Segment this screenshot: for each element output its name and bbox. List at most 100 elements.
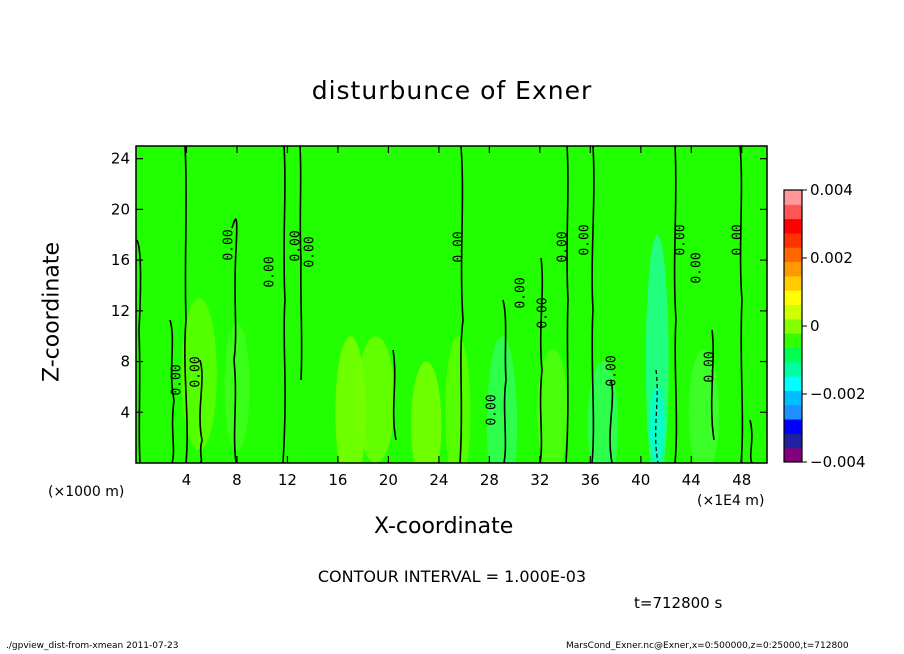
colorbar-segment <box>784 447 802 463</box>
colorbar-segment <box>784 347 802 363</box>
contour-label: 0.00 <box>452 231 467 262</box>
x-tick-label: 48 <box>732 471 751 489</box>
contour-line <box>565 146 569 463</box>
contour-label: 0.00 <box>731 224 746 255</box>
contour-label: 0.00 <box>289 230 304 261</box>
contour-label: 0.00 <box>170 364 185 395</box>
colorbar-label: 0.004 <box>810 181 853 199</box>
contour-line <box>282 146 286 463</box>
colorbar: 0.004 0.002 0 −0.002 −0.004 <box>783 181 866 471</box>
contour-label: 0.00 <box>263 256 278 287</box>
y-tick-label: 8 <box>120 353 130 371</box>
y-tick-label: 24 <box>111 150 130 168</box>
contour-label: 0.00 <box>556 231 571 262</box>
colorbar-segment <box>784 290 802 306</box>
y-axis-label: Z-coordinate <box>39 242 65 382</box>
contour-line <box>299 146 303 381</box>
colorbar-segment <box>784 261 802 277</box>
colorbar-segment <box>784 318 802 334</box>
colorbar-label: 0 <box>810 317 820 335</box>
y-tick-label: 20 <box>111 200 130 218</box>
contour-line <box>502 299 507 463</box>
contour-line <box>673 146 678 463</box>
colorbar-segment <box>784 232 802 248</box>
footer-left: ./gpview_dist-from-xmean 2011-07-23 <box>6 641 179 651</box>
contour-label: 0.00 <box>536 297 551 328</box>
x-tick-label: 20 <box>379 471 398 489</box>
contour-line <box>169 319 175 463</box>
x-tick-label: 12 <box>278 471 297 489</box>
footer-right: MarsCond_Exner.nc@Exner,x=0:500000,z=0:2… <box>566 641 849 651</box>
chart-title: disturbunce of Exner <box>311 76 593 105</box>
y-tick-label: 16 <box>111 251 130 269</box>
field-shade <box>411 361 442 463</box>
field-shading <box>136 146 767 463</box>
contour-label: 0.00 <box>222 229 237 260</box>
time-label: t=712800 s <box>634 594 723 612</box>
colorbar-segment <box>784 419 802 434</box>
x-axis-label: X-coordinate <box>374 514 514 539</box>
y-tick-label: 12 <box>111 302 130 320</box>
contour-line <box>749 419 753 463</box>
x-tick-label: 40 <box>631 471 650 489</box>
x-tick-label: 4 <box>182 471 192 489</box>
contour-label: 0.00 <box>703 351 718 382</box>
contour-line <box>184 146 188 463</box>
contour-lines <box>136 146 753 463</box>
colorbar-segment <box>784 204 802 220</box>
contour-label: 0.00 <box>605 355 620 386</box>
colorbar-label: −0.004 <box>810 453 866 471</box>
x-tick-label: 24 <box>429 471 448 489</box>
contour-line <box>539 257 544 463</box>
contour-labels: 0.000.000.00 0.00 0.000.000.000.00 0.000.00… <box>170 224 746 425</box>
field-shade <box>486 336 518 463</box>
contour-line-negative <box>655 369 659 463</box>
contour-label: 0.00 <box>578 224 593 255</box>
x-tick-label: 16 <box>328 471 347 489</box>
contour-label: 0.00 <box>189 356 204 387</box>
field-shade <box>445 336 471 463</box>
colorbar-label: −0.002 <box>810 385 866 403</box>
colorbar-segment <box>784 390 802 406</box>
x-tick-label: 32 <box>530 471 549 489</box>
contour-line <box>392 349 397 441</box>
x-tick-label: 36 <box>581 471 600 489</box>
field-shade <box>649 386 665 463</box>
x-tick-label: 28 <box>480 471 499 489</box>
colorbar-segment <box>784 275 802 291</box>
x-axis: 4 8 12 16 20 24 28 32 36 40 44 48 <box>182 146 751 489</box>
contour-label: 0.00 <box>303 236 318 267</box>
field-shade <box>335 336 366 463</box>
field-shade <box>224 323 250 451</box>
contour-line <box>739 146 744 463</box>
contour-line <box>459 146 464 463</box>
x-unit-label-right: (×1E4 m) <box>697 493 765 509</box>
colorbar-segment <box>784 247 802 263</box>
contour-line <box>609 379 614 463</box>
colorbar-segment <box>784 190 802 205</box>
y-axis: 4 8 12 16 20 24 <box>111 150 767 421</box>
contour-line <box>591 146 595 463</box>
contour-interval-text: CONTOUR INTERVAL = 1.000E-03 <box>317 567 587 586</box>
colorbar-segment <box>784 304 802 320</box>
x-unit-label: (×1000 m) <box>48 484 125 500</box>
y-tick-label: 4 <box>120 403 130 421</box>
colorbar-segment <box>784 218 802 234</box>
contour-label: 0.00 <box>690 252 705 283</box>
contour-label: 0.00 <box>485 394 500 425</box>
colorbar-segment <box>784 376 802 391</box>
contour-line <box>710 329 715 441</box>
field-shade <box>537 348 568 463</box>
colorbar-segment <box>784 333 802 348</box>
colorbar-segment <box>784 404 802 420</box>
field-shade <box>688 348 720 463</box>
plot-frame <box>135 145 768 464</box>
contour-line <box>231 218 238 463</box>
field-shade <box>181 298 217 451</box>
colorbar-segment <box>784 361 802 377</box>
contour-line <box>199 359 203 463</box>
contour-label: 0.00 <box>674 224 689 255</box>
contour-label: 0.00 <box>514 277 529 308</box>
contour-line <box>136 239 142 463</box>
